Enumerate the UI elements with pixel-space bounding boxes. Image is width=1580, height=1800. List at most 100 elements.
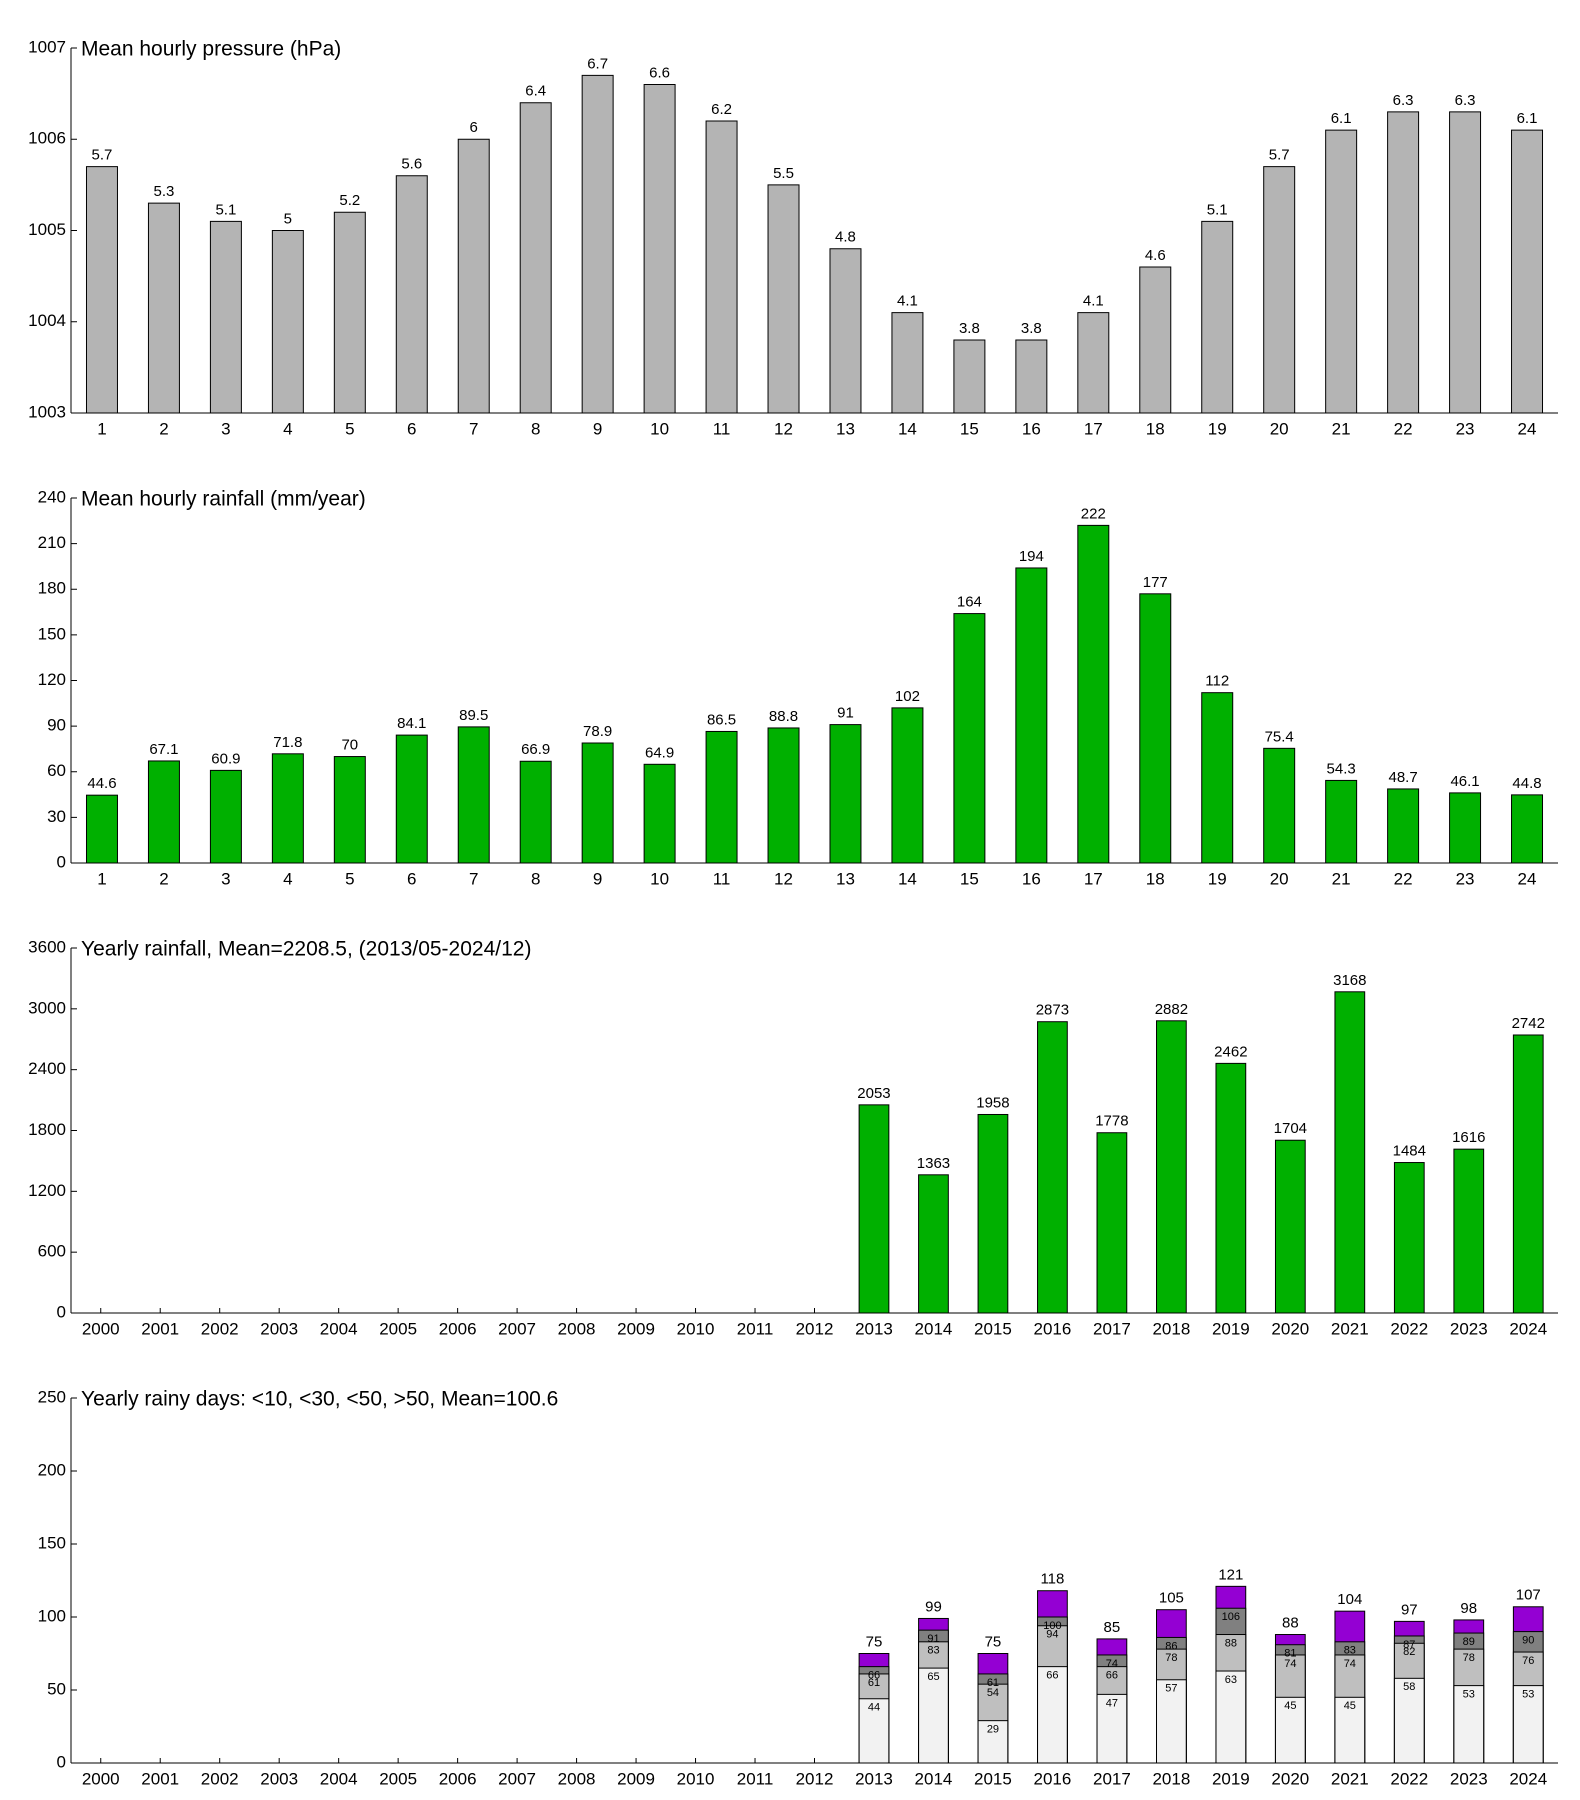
x-tick-label: 9 (593, 419, 602, 438)
bar (643, 84, 676, 414)
x-tick-label: 2005 (379, 1769, 417, 1788)
value-label: 54.3 (1327, 760, 1356, 777)
x-tick-label: 14 (898, 419, 917, 438)
bar-segment (918, 1667, 949, 1764)
value-label: 82 (1403, 1646, 1415, 1658)
bar (581, 742, 614, 864)
value-label: 67.1 (149, 741, 178, 758)
value-label: 88 (1225, 1637, 1237, 1649)
x-tick-label: 7 (469, 869, 478, 888)
bar (1077, 524, 1110, 864)
x-tick-label: 2007 (498, 1769, 536, 1788)
y-tick-label: 0 (57, 1302, 66, 1321)
x-tick-label: 2015 (974, 1319, 1012, 1338)
x-tick-label: 2023 (1450, 1319, 1488, 1338)
bar (858, 1104, 890, 1314)
value-label: 6.7 (587, 55, 608, 72)
bar (1139, 593, 1172, 864)
x-tick-label: 22 (1394, 419, 1413, 438)
bar (1512, 1034, 1544, 1314)
x-tick-label: 7 (469, 419, 478, 438)
y-tick-label: 1007 (28, 37, 66, 56)
bar (333, 211, 366, 414)
x-tick-label: 2021 (1331, 1319, 1369, 1338)
value-label: 78 (1463, 1652, 1475, 1664)
x-tick-label: 2008 (558, 1319, 596, 1338)
y-tick-label: 100 (38, 1606, 66, 1625)
x-tick-label: 2009 (617, 1319, 655, 1338)
value-label: 84.1 (397, 715, 426, 732)
value-label: 91 (837, 705, 854, 722)
bar (767, 184, 800, 414)
value-label: 100 (1043, 1620, 1061, 1632)
x-tick-label: 14 (898, 869, 917, 888)
value-label: 53 (1522, 1689, 1534, 1701)
x-tick-label: 2003 (260, 1769, 298, 1788)
bar (395, 175, 428, 414)
x-tick-label: 2 (159, 419, 168, 438)
x-tick-label: 2006 (439, 1769, 477, 1788)
x-tick-label: 2012 (796, 1769, 834, 1788)
y-tick-label: 30 (47, 807, 66, 826)
chart-title: Yearly rainfall, Mean=2208.5, (2013/05-2… (81, 938, 531, 961)
bar (209, 769, 242, 864)
bar (891, 312, 924, 414)
value-label: 57 (1165, 1683, 1177, 1695)
bar (1387, 111, 1420, 414)
value-label: 1704 (1274, 1120, 1307, 1137)
value-label: 194 (1019, 548, 1044, 565)
value-label: 46.1 (1450, 773, 1479, 790)
x-tick-label: 2010 (677, 1769, 715, 1788)
bar (271, 753, 304, 864)
y-tick-label: 180 (38, 579, 66, 598)
value-label: 2742 (1512, 1015, 1545, 1032)
x-tick-label: 2022 (1390, 1769, 1428, 1788)
y-tick-label: 210 (38, 533, 66, 552)
chart-title: Mean hourly pressure (hPa) (81, 38, 341, 61)
bar (1511, 794, 1544, 864)
value-label: 83 (927, 1645, 939, 1657)
x-tick-label: 4 (283, 419, 292, 438)
value-label: 6.1 (1517, 110, 1538, 127)
bar (519, 760, 552, 864)
bar (767, 727, 800, 864)
bar (209, 220, 242, 414)
value-label: 75 (985, 1633, 1002, 1650)
y-tick-label: 0 (57, 852, 66, 871)
bar (1015, 339, 1048, 414)
bar-segment (858, 1698, 890, 1764)
value-label: 29 (987, 1724, 999, 1736)
x-tick-label: 2020 (1271, 1769, 1309, 1788)
value-label: 1616 (1452, 1129, 1485, 1146)
bar (581, 74, 614, 414)
value-label: 86 (1165, 1640, 1177, 1652)
value-label: 6.1 (1331, 110, 1352, 127)
value-label: 88 (1282, 1614, 1299, 1631)
value-label: 63 (1225, 1674, 1237, 1686)
value-label: 4.1 (1083, 293, 1104, 310)
bar (395, 734, 428, 864)
value-label: 78 (1165, 1652, 1177, 1664)
x-tick-label: 22 (1394, 869, 1413, 888)
x-tick-label: 19 (1208, 869, 1227, 888)
x-tick-label: 12 (774, 869, 793, 888)
value-label: 3.8 (959, 320, 980, 337)
bar-segment (1274, 1696, 1306, 1764)
x-tick-label: 18 (1146, 869, 1165, 888)
value-label: 64.9 (645, 744, 674, 761)
bar (1201, 220, 1234, 414)
x-tick-label: 2019 (1212, 1319, 1250, 1338)
value-label: 3.8 (1021, 320, 1042, 337)
x-tick-label: 2017 (1093, 1769, 1131, 1788)
value-label: 44.6 (87, 775, 116, 792)
bar (953, 339, 986, 414)
bar (1077, 312, 1110, 414)
value-label: 85 (1104, 1619, 1121, 1636)
bar-segment (1215, 1670, 1247, 1764)
x-tick-label: 2018 (1152, 1769, 1190, 1788)
value-label: 5 (284, 210, 292, 227)
x-tick-label: 2011 (737, 1769, 774, 1788)
x-tick-label: 3 (221, 419, 230, 438)
y-tick-label: 250 (38, 1387, 66, 1406)
